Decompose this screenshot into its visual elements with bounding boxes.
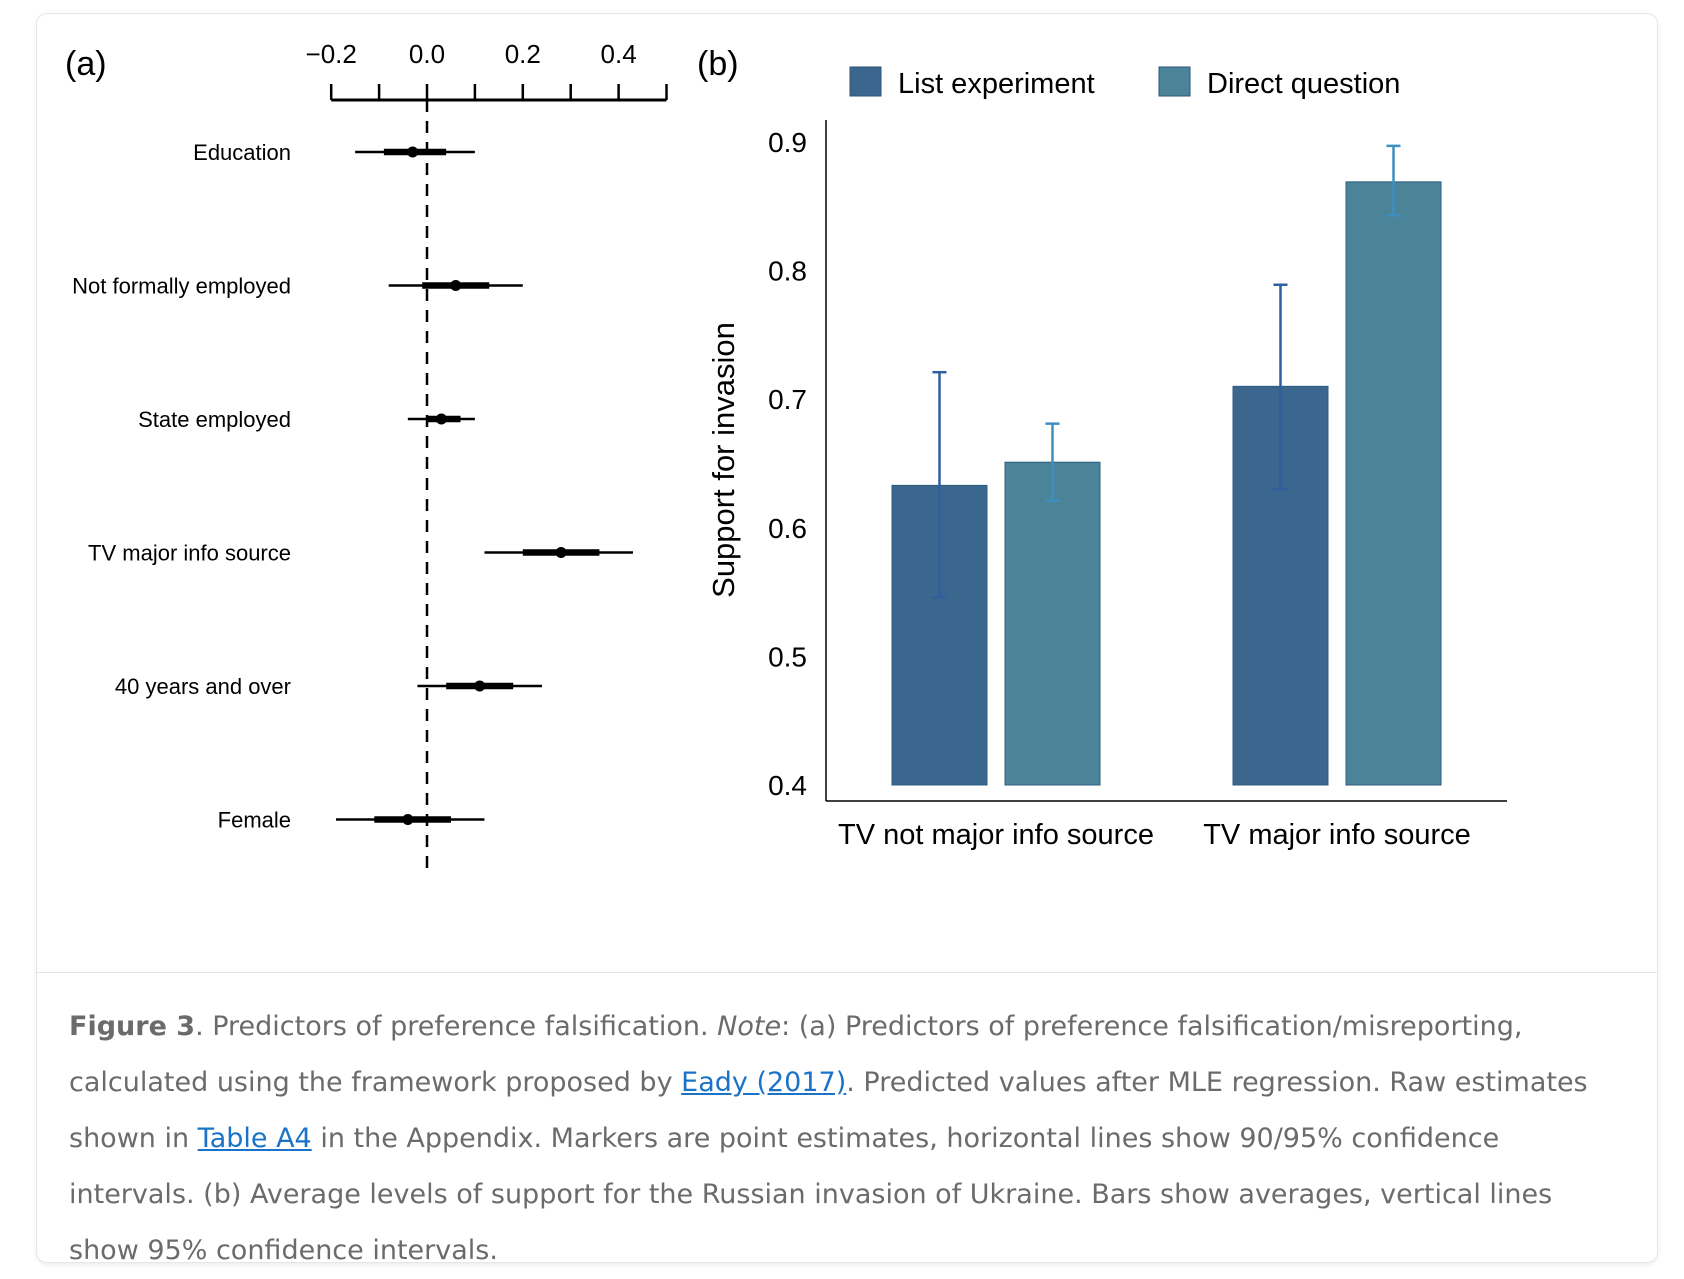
panel-a-point-estimate	[407, 146, 419, 158]
panel-a-category-label: State employed	[138, 407, 291, 432]
table-a4-link[interactable]: Table A4	[197, 1123, 312, 1154]
panel-b-label: (b)	[697, 45, 739, 83]
panel-a-x-tick-label: 0.4	[601, 39, 637, 69]
panel-b-y-tick-label: 0.7	[768, 384, 807, 415]
figure-label: Figure 3	[69, 1011, 196, 1042]
figure-svg: (a) −0.2 0.0 0.2 0.4 Education Not formally em…	[65, 39, 1507, 874]
panel-b-category-label: TV major info source	[1203, 819, 1471, 851]
panel-a-x-tick-label: 0.2	[505, 39, 541, 69]
panel-b-y-tick-label: 0.5	[768, 641, 807, 672]
panel-b-y-axis-title: Support for invasion	[706, 322, 741, 598]
panel-a-category-label: TV major info source	[88, 541, 291, 566]
panel-b-y-tick-label: 0.4	[768, 770, 807, 801]
panel-a-category-label: Not formally employed	[72, 274, 291, 299]
caption-text-3: in the Appendix. Markers are point estim…	[69, 1123, 1553, 1266]
caption-text-2: . Predicted values after MLE regression.…	[69, 1067, 1588, 1154]
legend-label: List experiment	[898, 68, 1095, 100]
legend-swatch-direct-question	[1158, 66, 1191, 97]
bar-direct-question	[1345, 181, 1442, 786]
figure-caption: Figure 3. Predictors of preference falsi…	[69, 999, 1629, 1279]
legend-swatch-list-experiment	[849, 66, 882, 97]
panel-a-point-estimate	[474, 680, 486, 692]
panel-a-x-tick-label: −0.2	[306, 39, 357, 69]
panel-a-x-tick-label: 0.0	[409, 39, 445, 69]
panel-a-point-estimate	[402, 814, 414, 825]
panel-b-y-tick-label: 0.8	[768, 256, 807, 287]
panel-a-point-estimate	[435, 413, 447, 425]
panel-a-point-estimate	[555, 547, 567, 558]
panel-a-label: (a)	[65, 45, 107, 83]
panel-b-y-tick-label: 0.6	[768, 513, 807, 544]
caption-divider	[37, 972, 1657, 973]
panel-a-category-label: 40 years and over	[115, 674, 291, 699]
panel-a-category-label: Female	[218, 808, 291, 833]
panel-a-category-label: Education	[193, 140, 291, 165]
legend-label: Direct question	[1207, 68, 1400, 100]
figure-area: (a) −0.2 0.0 0.2 0.4 Education Not formally em…	[37, 14, 1657, 972]
eady-2017-link[interactable]: Eady (2017)	[681, 1067, 847, 1098]
bar-direct-question	[1004, 461, 1101, 786]
panel-b-category-label: TV not major info source	[838, 819, 1154, 851]
caption-title: . Predictors of preference falsification…	[195, 1011, 718, 1042]
panel-b-y-tick-label: 0.9	[768, 127, 807, 158]
caption-note-text: : (a) Predictors of preference falsifica…	[69, 1011, 1523, 1098]
panel-a-point-estimate	[450, 280, 462, 291]
figure-card: (a) −0.2 0.0 0.2 0.4 Education Not formally em…	[37, 14, 1657, 1266]
caption-note-label: Note	[717, 1011, 782, 1042]
